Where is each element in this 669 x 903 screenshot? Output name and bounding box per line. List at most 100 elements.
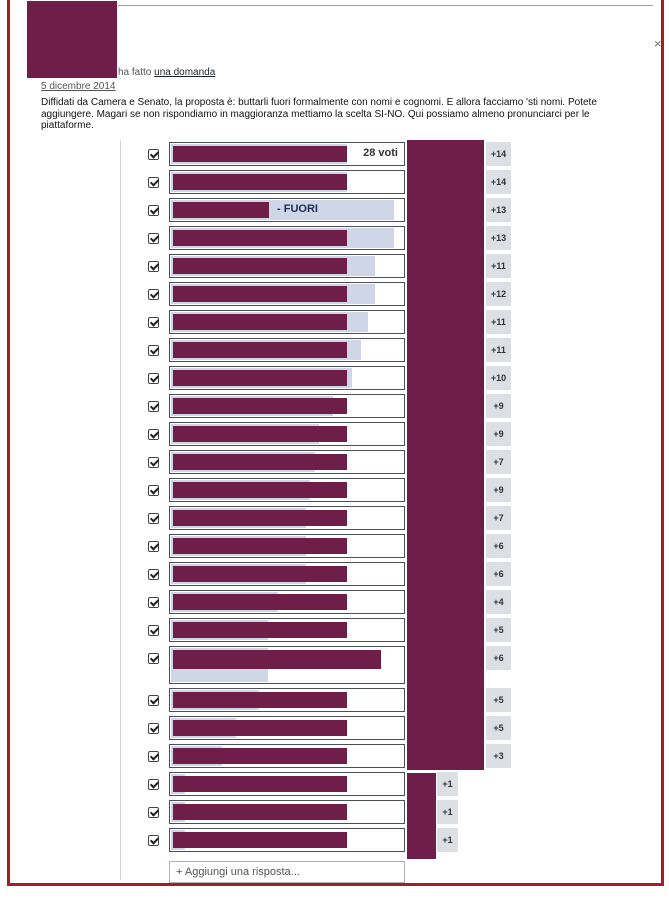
voter-count-badge[interactable]: +5	[486, 688, 511, 712]
option-bar[interactable]	[169, 562, 405, 586]
option-checkbox[interactable]	[148, 625, 159, 636]
option-label-redacted	[173, 398, 347, 414]
option-label-redacted	[173, 748, 347, 764]
voter-count-badge[interactable]: +3	[486, 744, 511, 768]
voter-count-badge[interactable]: +13	[486, 226, 511, 250]
divider	[118, 5, 653, 6]
option-label-redacted	[173, 832, 347, 848]
option-checkbox[interactable]	[148, 751, 159, 762]
option-checkbox[interactable]	[148, 569, 159, 580]
option-bar[interactable]	[169, 226, 405, 250]
option-checkbox[interactable]	[148, 205, 159, 216]
add-answer-input[interactable]: + Aggiungi una risposta...	[169, 861, 405, 883]
option-checkbox[interactable]	[148, 541, 159, 552]
option-bar[interactable]	[169, 534, 405, 558]
voter-count-badge[interactable]: +1	[437, 772, 458, 796]
option-checkbox[interactable]	[148, 261, 159, 272]
option-bar[interactable]	[169, 254, 405, 278]
post-date[interactable]: 5 dicembre 2014	[41, 81, 116, 92]
option-checkbox[interactable]	[148, 695, 159, 706]
option-label-redacted	[173, 342, 347, 358]
option-bar[interactable]	[169, 772, 405, 796]
voter-count-badge[interactable]: +13	[486, 198, 511, 222]
option-bar[interactable]	[169, 744, 405, 768]
voter-count-badge[interactable]: +11	[486, 254, 511, 278]
option-bar[interactable]	[169, 310, 405, 334]
option-bar[interactable]	[169, 450, 405, 474]
option-label-suffix: - FUORI	[277, 203, 318, 215]
voter-count-badge[interactable]: +1	[437, 828, 458, 852]
author-action: ha fatto	[118, 67, 152, 78]
option-label-redacted	[173, 720, 347, 736]
voter-count-badge[interactable]: +9	[486, 422, 511, 446]
option-label-redacted	[173, 650, 381, 669]
question-link[interactable]: una domanda	[154, 67, 216, 78]
option-label-redacted	[173, 314, 347, 330]
voter-count-badge[interactable]: +5	[486, 618, 511, 642]
avatar-redacted[interactable]	[27, 1, 117, 78]
option-checkbox[interactable]	[148, 317, 159, 328]
voter-count-badge[interactable]: +9	[486, 478, 511, 502]
option-bar[interactable]	[169, 338, 405, 362]
voter-count-badge[interactable]: +7	[486, 450, 511, 474]
option-bar[interactable]	[169, 828, 405, 852]
voter-count-badge[interactable]: +6	[486, 534, 511, 558]
option-checkbox[interactable]	[148, 807, 159, 818]
option-bar[interactable]	[169, 170, 405, 194]
option-checkbox[interactable]	[148, 835, 159, 846]
voter-count-badge[interactable]: +9	[486, 394, 511, 418]
option-checkbox[interactable]	[148, 289, 159, 300]
voter-count-badge[interactable]: +6	[486, 562, 511, 586]
option-label-redacted	[173, 692, 347, 708]
option-checkbox[interactable]	[148, 653, 159, 664]
option-checkbox[interactable]	[148, 513, 159, 524]
voter-count-badge[interactable]: +5	[486, 716, 511, 740]
option-checkbox[interactable]	[148, 485, 159, 496]
poll-guide-line	[120, 140, 121, 880]
option-checkbox[interactable]	[148, 345, 159, 356]
voter-count-badge[interactable]: +4	[486, 590, 511, 614]
voter-count-badge[interactable]: +11	[486, 338, 511, 362]
voter-count-badge[interactable]: +6	[486, 646, 511, 670]
voter-count-badge[interactable]: +10	[486, 366, 511, 390]
close-icon[interactable]: ×	[654, 36, 662, 51]
option-label-redacted	[173, 230, 347, 246]
option-bar[interactable]	[169, 618, 405, 642]
question-text: Diffidati da Camera e Senato, la propost…	[41, 97, 597, 131]
option-checkbox[interactable]	[148, 457, 159, 468]
option-checkbox[interactable]	[148, 149, 159, 160]
option-bar[interactable]	[169, 590, 405, 614]
option-label-redacted	[173, 622, 347, 638]
option-checkbox[interactable]	[148, 723, 159, 734]
option-bar[interactable]	[169, 800, 405, 824]
option-checkbox[interactable]	[148, 401, 159, 412]
voters-redacted-small	[407, 773, 436, 859]
option-label-redacted	[173, 370, 347, 386]
option-checkbox[interactable]	[148, 373, 159, 384]
voter-count-badge[interactable]: +14	[486, 142, 511, 166]
option-label-redacted	[173, 202, 269, 218]
option-checkbox[interactable]	[148, 177, 159, 188]
voter-count-badge[interactable]: +1	[437, 800, 458, 824]
option-bar[interactable]	[169, 716, 405, 740]
option-bar[interactable]: 28 voti	[169, 142, 405, 166]
option-bar[interactable]	[169, 478, 405, 502]
option-checkbox[interactable]	[148, 597, 159, 608]
option-checkbox[interactable]	[148, 429, 159, 440]
option-bar[interactable]: - FUORI	[169, 198, 405, 222]
option-bar[interactable]	[169, 422, 405, 446]
voter-count-badge[interactable]: +14	[486, 170, 511, 194]
option-bar[interactable]	[169, 394, 405, 418]
option-checkbox[interactable]	[148, 233, 159, 244]
option-bar[interactable]	[169, 282, 405, 306]
voter-count-badge[interactable]: +12	[486, 282, 511, 306]
option-bar[interactable]	[169, 688, 405, 712]
option-label-redacted	[173, 594, 347, 610]
option-label-redacted	[173, 146, 347, 162]
voter-count-badge[interactable]: +7	[486, 506, 511, 530]
option-bar[interactable]	[169, 646, 405, 684]
option-bar[interactable]	[169, 506, 405, 530]
voter-count-badge[interactable]: +11	[486, 310, 511, 334]
option-bar[interactable]	[169, 366, 405, 390]
option-checkbox[interactable]	[148, 779, 159, 790]
